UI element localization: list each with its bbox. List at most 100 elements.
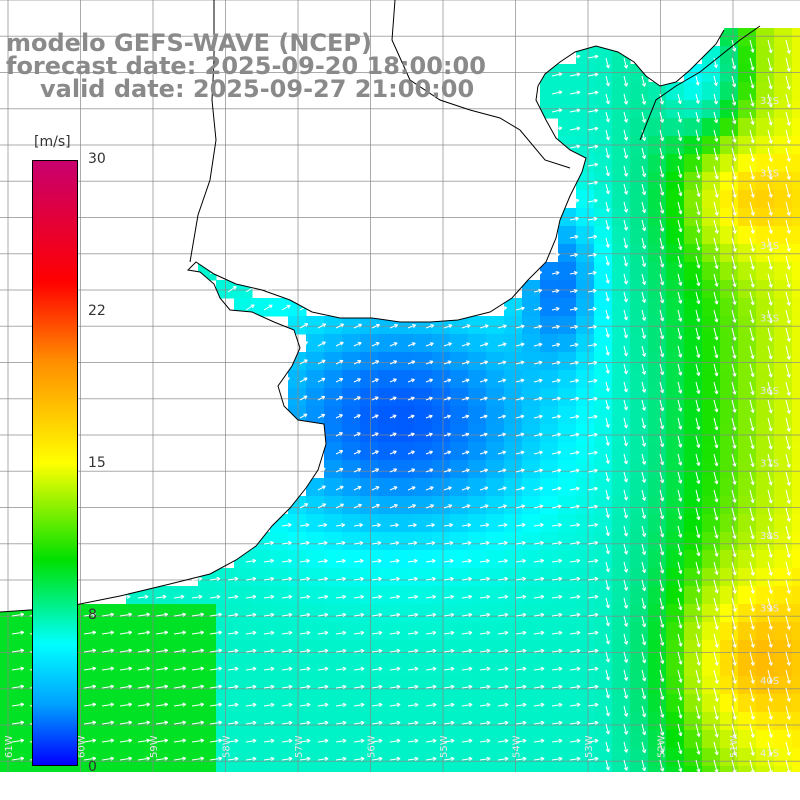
wind-cell [0,676,19,695]
wind-arrow [389,720,401,725]
wind-cell [594,460,613,479]
wind-arrow [731,57,737,70]
wind-arrow [155,630,169,635]
wind-cell [792,586,800,605]
wind-arrow [425,558,436,564]
wind-cell [702,190,721,209]
wind-arrow [713,345,719,359]
wind-cell [594,730,613,749]
wind-arrow [695,633,701,648]
wind-arrow [281,304,291,311]
wind-arrow [317,359,326,365]
wind-arrow [659,651,665,664]
wind-arrow [677,327,683,340]
wind-cell [756,640,775,659]
wind-arrow [551,558,563,564]
wind-cell [558,730,577,749]
wind-arrow [713,111,719,124]
wind-cell [774,28,793,47]
wind-cell [540,262,559,281]
wind-cell [594,352,613,371]
wind-arrow [353,360,362,365]
wind-cell [324,640,343,659]
wind-arrow [623,615,629,627]
wind-cell [198,694,217,713]
wind-cell [270,604,289,623]
wind-cell [540,586,559,605]
wind-cell [540,640,559,659]
wind-arrow [155,594,167,599]
wind-arrow [119,756,133,761]
wind-arrow [191,648,205,653]
wind-cell [324,658,343,677]
wind-arrow [389,486,398,491]
wind-arrow [641,669,647,682]
wind-arrow [515,702,527,707]
wind-cell [180,694,199,713]
wind-cell [576,262,595,281]
wind-cell [594,46,613,65]
wind-cell [414,748,433,767]
wind-arrow [425,468,434,473]
wind-cell [612,460,631,479]
wind-arrow [605,345,610,356]
wind-cell [342,676,361,695]
wind-cell [756,586,775,605]
wind-arrow [785,309,791,324]
wind-arrow [551,684,563,689]
wind-arrow [623,381,628,393]
wind-arrow [209,738,223,743]
wind-arrow [425,594,437,600]
wind-arrow [713,525,719,539]
wind-cell [504,514,523,533]
wind-arrow [407,504,416,509]
wind-cell [684,604,703,623]
wind-arrow [389,630,401,636]
wind-cell [540,748,559,767]
wind-arrow [371,503,380,509]
wind-cell [270,586,289,605]
wind-cell [684,730,703,749]
wind-cell [738,46,757,65]
wind-arrow [209,267,219,275]
wind-arrow [677,543,683,556]
wind-arrow [677,579,683,593]
wind-arrow [551,702,563,707]
wind-cell [738,604,757,623]
wind-cell [108,730,127,749]
wind-arrow [551,486,562,491]
wind-cell [720,334,739,353]
wind-arrow [407,720,419,725]
wind-cell [720,532,739,551]
wind-cell [378,334,397,353]
wind-arrow [749,687,755,702]
wind-arrow [137,738,151,743]
wind-cell [756,442,775,461]
wind-arrow [785,525,791,540]
wind-arrow [713,309,719,323]
wind-arrow [497,414,506,419]
wind-arrow [461,576,472,582]
wind-cell [396,604,415,623]
wind-cell [378,424,397,443]
wind-cell [198,604,217,623]
wind-cell [774,604,793,623]
wind-cell [594,118,613,137]
wind-arrow [371,594,383,600]
wind-arrow [461,468,470,473]
wind-cell [630,424,649,443]
lat-label-32S: 32S [760,96,779,107]
wind-cell [558,406,577,425]
wind-cell [756,514,775,533]
wind-cell [702,262,721,281]
wind-arrow [749,471,755,486]
wind-cell [540,442,559,461]
wind-arrow [623,435,628,447]
wind-cell [378,712,397,731]
wind-cell [288,568,307,587]
wind-cell [792,640,800,659]
wind-cell [108,676,127,695]
wind-cell [504,352,523,371]
wind-cell [504,604,523,623]
wind-cell [630,496,649,515]
